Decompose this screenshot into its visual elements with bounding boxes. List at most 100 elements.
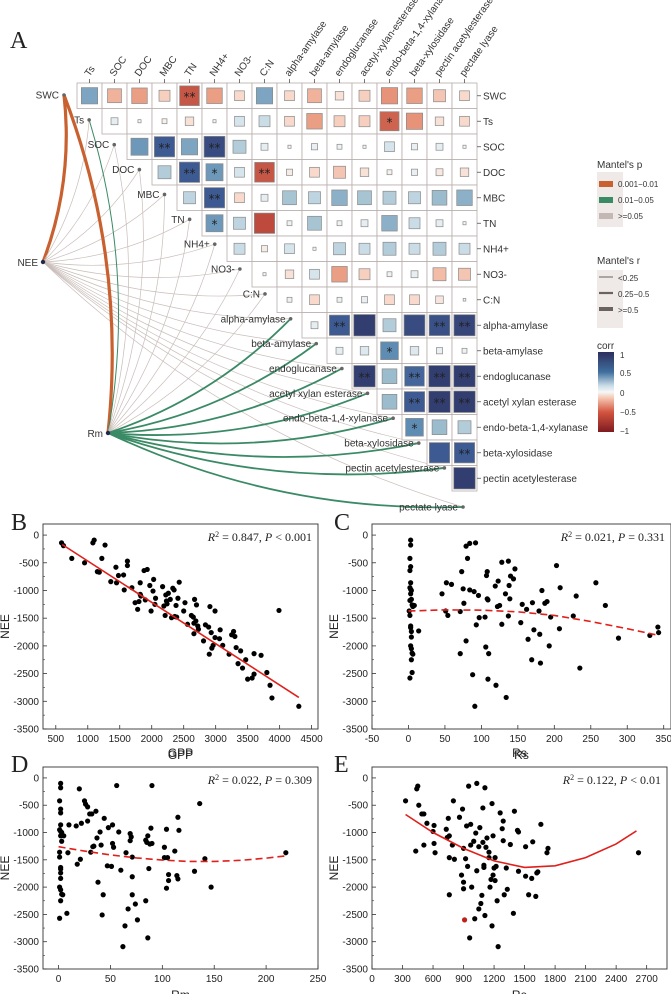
significance-mark: ** [359, 370, 371, 384]
data-point [512, 566, 518, 572]
mantel-link-rm [107, 268, 241, 434]
mantel-link-rm [107, 392, 368, 436]
heatmap-square [233, 216, 246, 230]
heatmap-square [453, 365, 476, 388]
heatmap-square [334, 91, 345, 101]
network-node-label: pectate lyase [399, 503, 458, 514]
x-tick-label: 200 [546, 734, 563, 745]
row-label-8: C:N [483, 295, 500, 306]
mantel-link-nee [42, 261, 291, 320]
data-point [58, 822, 64, 828]
data-point [460, 886, 467, 892]
data-point [175, 814, 181, 820]
significance-mark: ** [459, 396, 471, 410]
network-node [365, 391, 370, 396]
data-point [207, 603, 213, 610]
heatmap-square [386, 169, 393, 176]
column-label-6: NO3- [233, 53, 256, 79]
heatmap-square [307, 88, 322, 104]
x-tick-label: 300 [394, 974, 411, 985]
mantel-link-nee [41, 94, 68, 263]
data-point [99, 555, 105, 561]
heatmap-square [336, 296, 343, 303]
x-tick-label: 1500 [109, 734, 132, 745]
data-point [206, 624, 212, 630]
data-point [413, 848, 419, 854]
data-point [85, 804, 91, 810]
data-point [193, 602, 200, 608]
data-point [202, 856, 208, 862]
p-symbol: P [264, 530, 273, 544]
data-point [258, 652, 264, 658]
heatmap-square [428, 365, 451, 388]
heatmap-square [461, 347, 468, 354]
heatmap-square [205, 163, 224, 182]
data-point [148, 825, 154, 831]
heatmap-square [358, 89, 371, 102]
y-axis-title: NEE [327, 614, 341, 639]
data-point [143, 898, 149, 904]
data-point [93, 808, 99, 814]
x-tick-label: 2100 [574, 974, 597, 985]
data-point [475, 592, 482, 599]
data-point [66, 822, 72, 828]
data-point [593, 580, 599, 586]
mantel-link-nee [42, 261, 342, 369]
data-point [505, 558, 511, 564]
data-point [159, 584, 166, 590]
p-value: = 0.309 [272, 773, 312, 787]
data-point [122, 923, 128, 929]
data-point [123, 850, 129, 856]
data-point [474, 780, 480, 786]
data-point [500, 838, 506, 844]
data-point [172, 848, 178, 854]
data-point [478, 900, 484, 907]
mantel-link-nee [42, 169, 140, 263]
heatmap-square [406, 87, 423, 104]
data-point [460, 879, 467, 885]
heatmap-square [435, 168, 444, 177]
data-point [525, 636, 531, 642]
data-point [485, 597, 491, 603]
data-point [146, 865, 152, 872]
data-point [416, 628, 422, 634]
data-point [88, 849, 94, 855]
significance-mark: * [212, 217, 218, 231]
data-point [212, 608, 218, 614]
data-point [118, 867, 124, 873]
y-tick-label: -3500 [342, 965, 368, 976]
heatmap-square [335, 346, 344, 355]
r-symbol: R [560, 530, 569, 544]
data-point [499, 621, 505, 627]
significance-mark: ** [184, 90, 196, 104]
plot-frame [42, 766, 319, 970]
data-point [212, 634, 218, 641]
stat-annotation: R2 = 0.022, P = 0.309 [207, 773, 312, 788]
heatmap-square [161, 118, 168, 125]
data-point [60, 892, 66, 898]
data-point [167, 596, 173, 602]
heatmap-square [262, 272, 267, 277]
x-tick-label: 50 [105, 974, 117, 985]
panel-letter-d: D [11, 752, 28, 778]
data-point [505, 613, 511, 619]
column-label-0: Ts [83, 64, 98, 79]
data-point [515, 829, 522, 835]
significance-mark: ** [459, 370, 471, 384]
data-point [556, 626, 563, 632]
heatmap-square [353, 365, 376, 388]
data-point [480, 805, 486, 811]
data-point [431, 840, 437, 847]
panel-caption-above: GPP [168, 746, 193, 760]
data-point [445, 815, 451, 821]
panel-c-scatter: 0-500-1000-1500-2000-2500-3000-3500-50 0 5… [327, 523, 671, 762]
data-point [58, 866, 64, 872]
heatmap-square [462, 221, 467, 226]
data-point [409, 669, 415, 676]
x-axis-title: Rs [514, 748, 529, 762]
data-point [523, 844, 529, 850]
network-node-label: SOC [88, 140, 110, 151]
data-point [483, 572, 490, 579]
heatmap-square [308, 191, 321, 205]
